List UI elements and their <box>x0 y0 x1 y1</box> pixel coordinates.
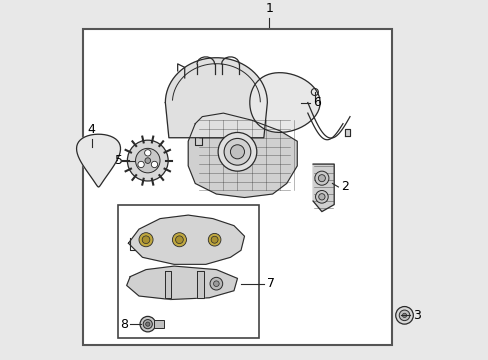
Polygon shape <box>128 215 244 264</box>
Circle shape <box>318 175 325 182</box>
Circle shape <box>127 140 168 181</box>
Circle shape <box>172 233 186 247</box>
Text: 1: 1 <box>264 2 272 15</box>
Circle shape <box>213 281 219 287</box>
Circle shape <box>142 236 150 244</box>
Bar <box>118 204 258 338</box>
Text: 6: 6 <box>312 96 320 109</box>
Circle shape <box>140 316 155 332</box>
Circle shape <box>144 150 151 156</box>
Circle shape <box>398 310 409 321</box>
Circle shape <box>211 236 218 243</box>
Text: 4: 4 <box>87 123 95 136</box>
Circle shape <box>208 233 221 246</box>
Circle shape <box>151 161 157 168</box>
Polygon shape <box>312 164 333 212</box>
Circle shape <box>224 139 250 165</box>
Polygon shape <box>126 266 237 300</box>
Circle shape <box>402 313 406 318</box>
Text: 5: 5 <box>115 154 123 167</box>
Text: 3: 3 <box>412 309 420 322</box>
Polygon shape <box>249 73 320 132</box>
Circle shape <box>230 145 244 159</box>
Bar <box>153 320 164 328</box>
Circle shape <box>318 194 325 200</box>
Text: 8: 8 <box>120 318 127 330</box>
Circle shape <box>315 190 327 203</box>
Circle shape <box>143 320 152 329</box>
Polygon shape <box>165 271 170 298</box>
Polygon shape <box>77 134 120 187</box>
Polygon shape <box>197 271 203 298</box>
Circle shape <box>145 322 150 326</box>
Circle shape <box>175 236 183 244</box>
Circle shape <box>218 132 256 171</box>
Circle shape <box>139 233 153 247</box>
Circle shape <box>210 277 222 290</box>
Polygon shape <box>188 113 297 198</box>
Polygon shape <box>344 129 349 136</box>
Bar <box>82 29 391 345</box>
Text: 7: 7 <box>266 277 274 290</box>
Circle shape <box>144 158 150 163</box>
Circle shape <box>138 161 144 168</box>
Text: 2: 2 <box>341 180 348 193</box>
Circle shape <box>314 171 328 185</box>
Polygon shape <box>165 58 267 138</box>
Circle shape <box>395 307 412 324</box>
Circle shape <box>135 148 160 173</box>
